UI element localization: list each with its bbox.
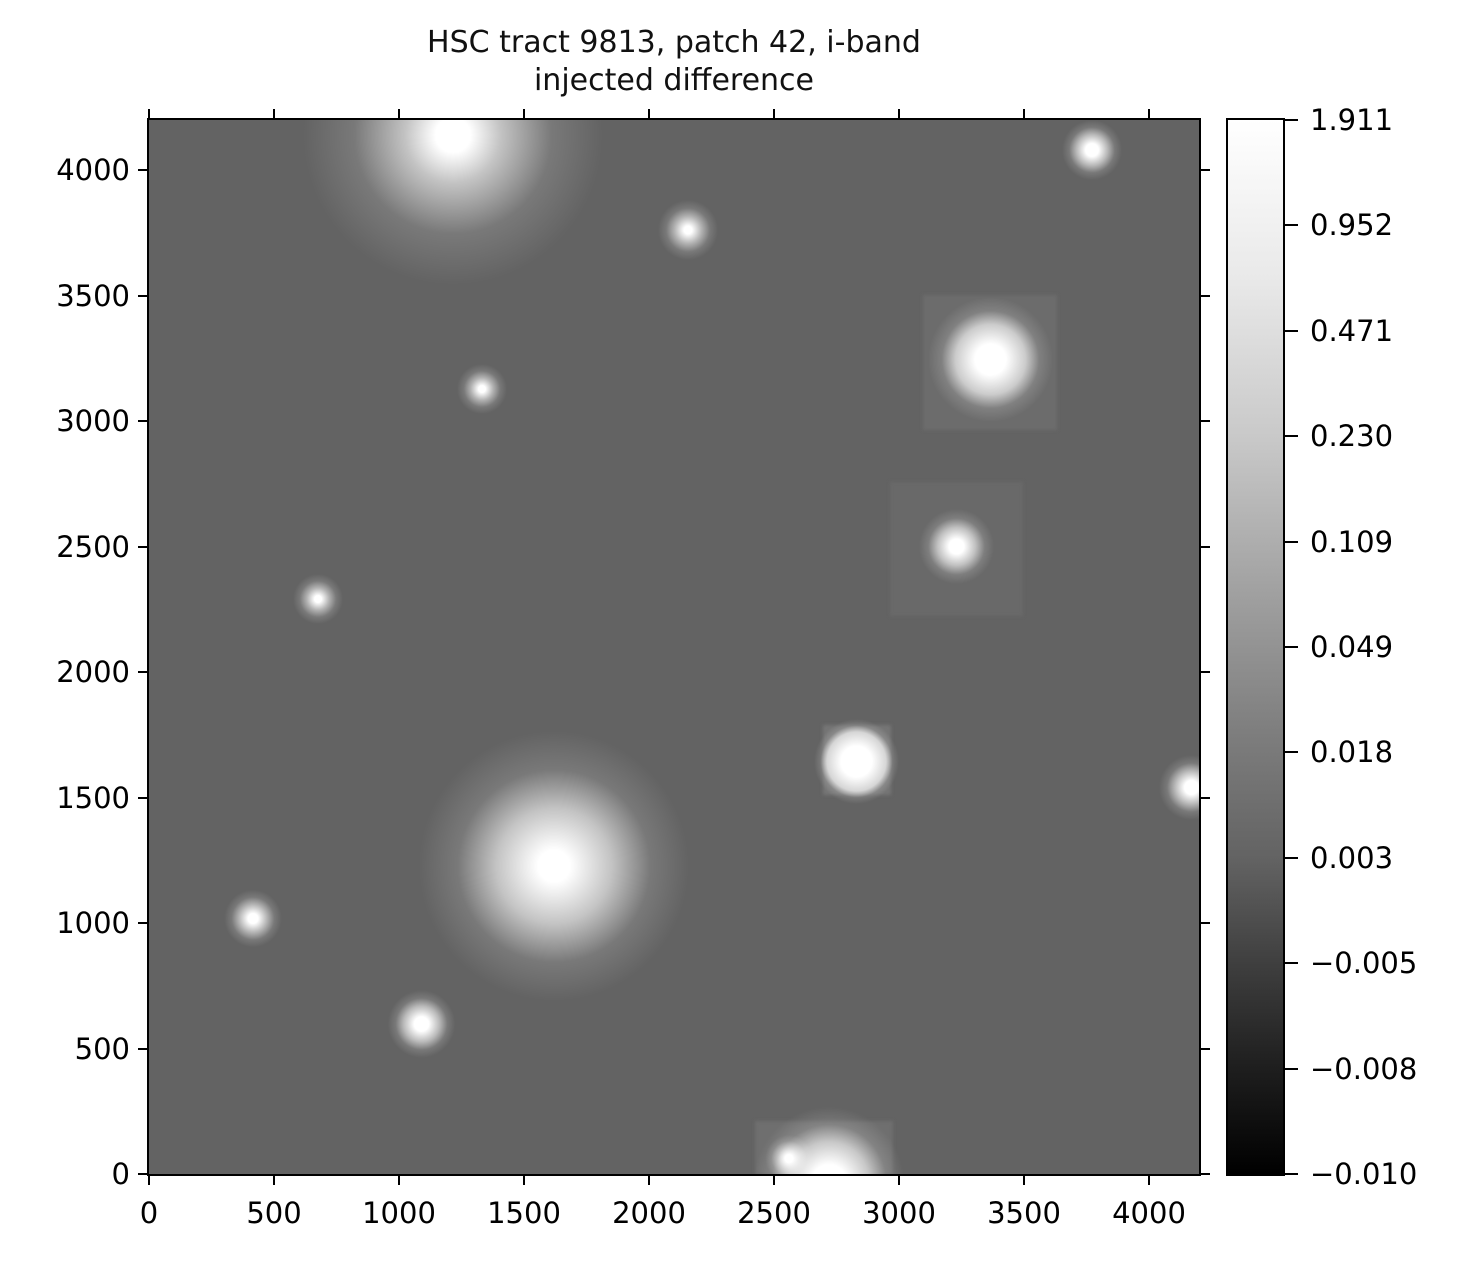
- y-tick-label: 1000: [56, 906, 130, 941]
- y-tick-mark-right: [1201, 169, 1210, 172]
- y-tick-mark: [138, 1173, 147, 1175]
- x-tick-label: 500: [246, 1196, 302, 1230]
- image-plot-area: [149, 120, 1199, 1174]
- y-tick-label: 500: [74, 1031, 130, 1066]
- x-tick-label: 2500: [737, 1196, 811, 1230]
- y-tick-mark-right: [1201, 922, 1210, 925]
- x-tick-mark: [523, 1176, 525, 1185]
- colorbar-tick-mark: [1285, 856, 1298, 859]
- colorbar-tick-mark: [1285, 1067, 1298, 1070]
- colorbar-tick-label: 0.471: [1310, 313, 1394, 348]
- colorbar-tick-mark: [1285, 1173, 1298, 1175]
- x-tick-mark: [773, 1176, 775, 1185]
- y-tick-mark: [138, 1047, 147, 1050]
- colorbar-tick-label: −0.005: [1310, 946, 1418, 981]
- y-tick-label: 2000: [56, 655, 130, 690]
- colorbar-tick-label: 1.911: [1310, 103, 1394, 137]
- y-tick-mark: [138, 545, 147, 548]
- y-tick-mark: [138, 671, 147, 674]
- colorbar-tick-label: 0.018: [1310, 735, 1394, 770]
- colorbar-tick-label: 0.003: [1310, 840, 1394, 875]
- source-blob: [927, 297, 1053, 423]
- y-tick-mark: [138, 169, 147, 172]
- colorbar-tick-mark: [1285, 329, 1298, 332]
- y-tick-mark: [138, 420, 147, 423]
- source-blob: [419, 730, 689, 1001]
- colorbar-tick-label: 0.109: [1310, 524, 1394, 559]
- colorbar-tick-label: −0.010: [1310, 1157, 1418, 1191]
- source-blob: [814, 718, 899, 804]
- x-tick-mark: [398, 1176, 400, 1185]
- colorbar-tick-mark: [1285, 119, 1298, 121]
- colorbar-tick-mark: [1285, 224, 1298, 227]
- y-tick-label: 2500: [56, 529, 130, 564]
- x-tick-mark: [648, 1176, 650, 1185]
- colorbar-tick-mark: [1285, 962, 1298, 965]
- colorbar-tick-label: 0.049: [1310, 630, 1394, 664]
- source-blob: [1061, 120, 1122, 181]
- y-tick-label: 3000: [56, 404, 130, 439]
- x-tick-mark: [898, 1176, 900, 1185]
- x-tick-mark: [273, 1176, 275, 1185]
- x-tick-label: 1000: [362, 1196, 436, 1230]
- x-tick-label: 3000: [862, 1196, 936, 1230]
- x-tick-label: 4000: [1112, 1196, 1186, 1230]
- source-blob: [657, 200, 718, 261]
- x-tick-label: 2000: [612, 1196, 686, 1230]
- y-tick-mark-right: [1201, 420, 1210, 423]
- y-tick-mark-right: [1201, 671, 1210, 674]
- x-tick-mark: [1023, 1176, 1025, 1185]
- colorbar-tick-mark: [1285, 540, 1298, 543]
- source-blob: [754, 1106, 904, 1174]
- source-blob: [919, 509, 994, 585]
- x-tick-label: 1500: [487, 1196, 561, 1230]
- y-tick-mark-right: [1201, 294, 1210, 297]
- plot-title-line2: injected difference: [533, 63, 815, 98]
- y-tick-mark: [138, 796, 147, 799]
- colorbar-gradient: [1228, 120, 1283, 1174]
- y-tick-mark: [138, 922, 147, 925]
- x-tick-label: 3500: [987, 1196, 1061, 1230]
- x-tick-mark: [1148, 1176, 1150, 1185]
- y-tick-mark: [138, 294, 147, 297]
- plot-title-line1: HSC tract 9813, patch 42, i-band: [427, 25, 921, 60]
- y-tick-label: 0: [111, 1157, 130, 1191]
- source-blob: [387, 990, 456, 1058]
- colorbar-tick-mark: [1285, 751, 1298, 754]
- source-blob: [292, 574, 343, 625]
- y-tick-mark-right: [1201, 1173, 1210, 1175]
- y-tick-mark-right: [1201, 1047, 1210, 1050]
- x-tick-mark-top: [273, 109, 275, 118]
- x-tick-mark-top: [1148, 109, 1150, 118]
- colorbar-tick-mark: [1285, 646, 1298, 648]
- source-blob: [302, 120, 603, 286]
- colorbar-tick-mark: [1285, 435, 1298, 438]
- x-tick-mark-top: [773, 109, 775, 118]
- x-tick-mark-top: [1023, 109, 1025, 118]
- source-blob: [224, 889, 282, 948]
- y-tick-mark-right: [1201, 796, 1210, 799]
- source-blob: [456, 363, 507, 414]
- x-tick-mark-top: [523, 109, 525, 118]
- colorbar-tick-label: 0.952: [1310, 208, 1394, 243]
- x-tick-mark-top: [148, 109, 150, 118]
- x-tick-mark-top: [898, 109, 900, 118]
- x-tick-label: 0: [139, 1196, 159, 1230]
- colorbar-tick-label: 0.230: [1310, 419, 1394, 454]
- y-tick-label: 4000: [56, 153, 130, 188]
- y-tick-label: 3500: [56, 278, 130, 313]
- y-tick-mark-right: [1201, 545, 1210, 548]
- x-tick-mark-top: [398, 109, 400, 118]
- x-tick-mark-top: [648, 109, 650, 118]
- colorbar-tick-label: −0.008: [1310, 1051, 1418, 1086]
- y-tick-label: 1500: [56, 780, 130, 815]
- source-blob: [1159, 755, 1199, 821]
- x-tick-mark: [148, 1176, 150, 1185]
